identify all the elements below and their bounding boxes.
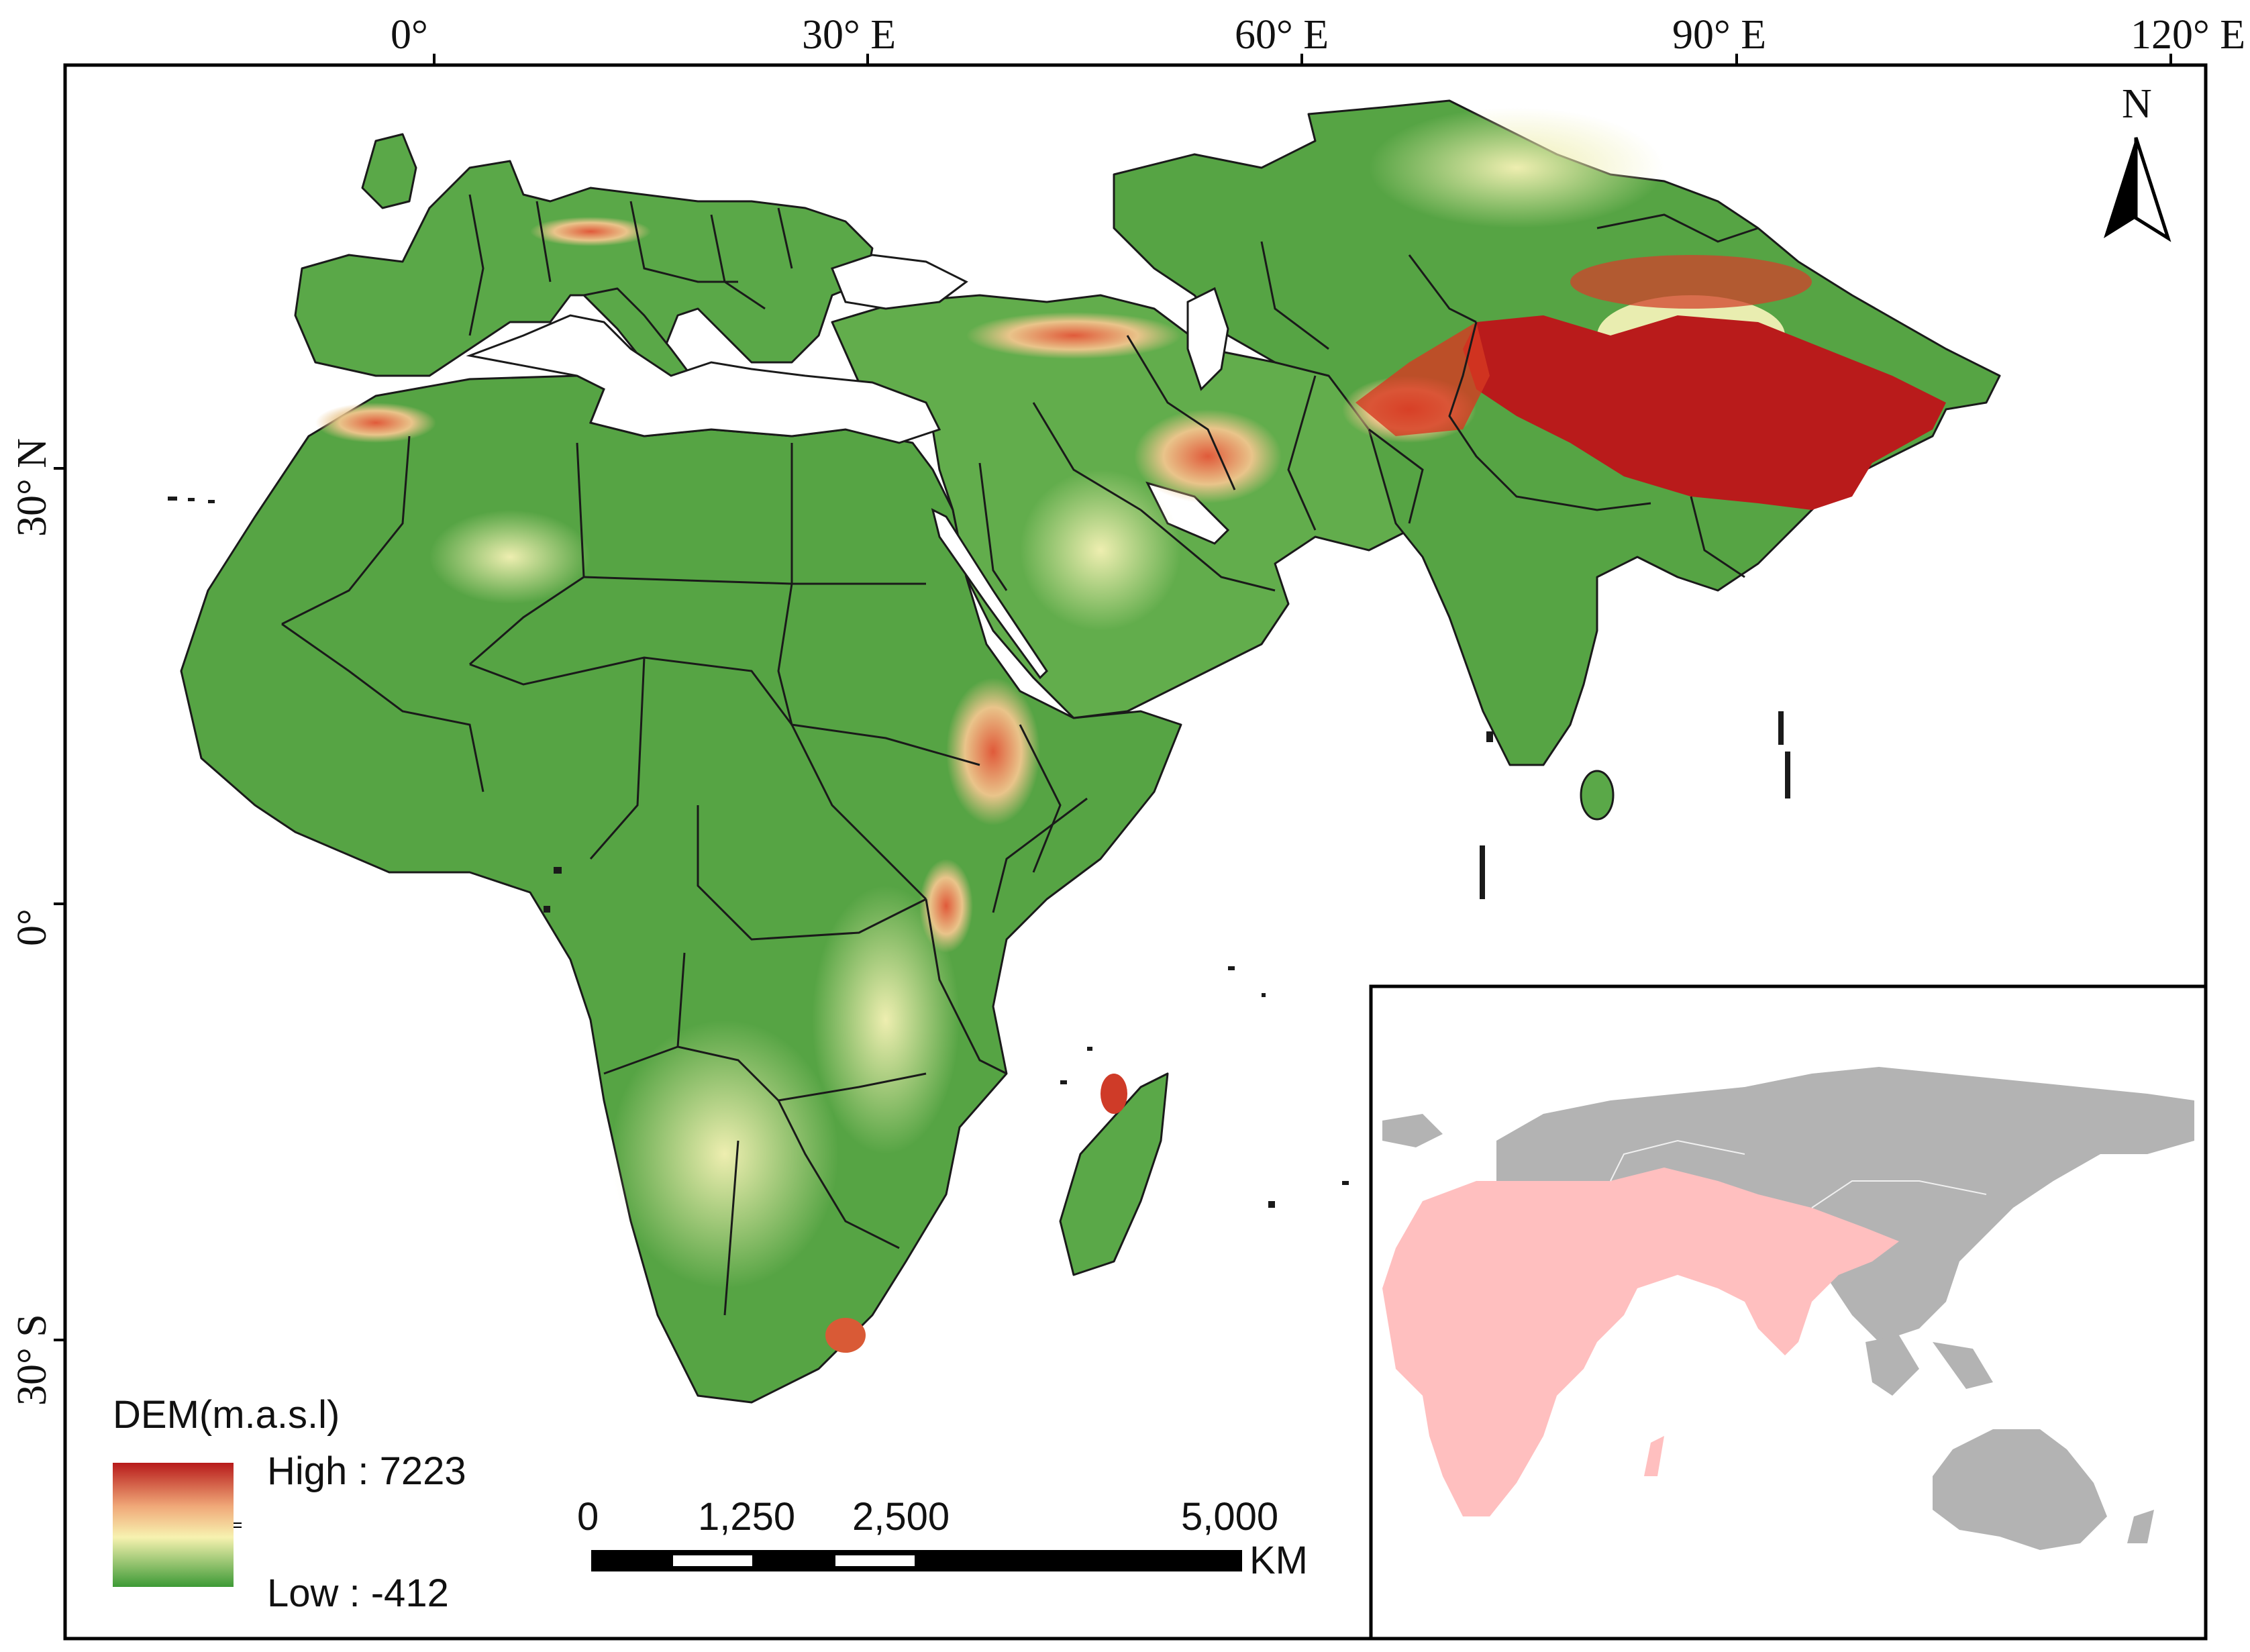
legend-title: DEM(m.a.s.l) [113, 1393, 340, 1437]
elevation-shading [315, 107, 1946, 1353]
lon-label-30e: 30° E [802, 12, 896, 58]
legend-high-label: High : 7223 [267, 1449, 466, 1493]
country-borders [281, 194, 1759, 1316]
lat-label-0: 0° [9, 909, 55, 946]
lon-label-120e: 120° E [2131, 12, 2245, 58]
map-frame [63, 63, 2208, 1641]
north-arrow: N [2104, 81, 2171, 242]
scale-tick-0: 0 [577, 1495, 599, 1539]
red-sea [931, 508, 1048, 680]
inset-australia [1933, 1429, 2107, 1550]
sri-lanka-landmass [1580, 770, 1615, 821]
lon-label-0: 0° [391, 12, 428, 58]
mediterranean-sea [466, 314, 941, 444]
elevation-legend: DEM(m.a.s.l) High : 7223 Low : -412 [113, 1393, 466, 1615]
black-sea [831, 254, 968, 310]
britain-landmass [361, 133, 417, 209]
longitude-labels: 0° 30° E 60° E 90° E 120° E [391, 12, 2245, 58]
scale-tick-5000: 5,000 [1181, 1495, 1278, 1539]
north-label: N [2122, 81, 2152, 127]
inset-map [1369, 984, 2208, 1641]
lat-label-30n: 30° N [9, 438, 55, 537]
scale-tick-1250: 1,250 [698, 1495, 795, 1539]
islands [168, 497, 1790, 1208]
lon-label-60e: 60° E [1235, 12, 1329, 58]
europe-landmass [294, 160, 874, 377]
tibetan-plateau [1463, 315, 1946, 510]
scale-unit: KM [1249, 1539, 1308, 1582]
scale-tick-2500: 2,500 [852, 1495, 950, 1539]
lat-label-30s: 30° S [9, 1314, 55, 1406]
legend-color-ramp [113, 1463, 234, 1587]
scale-bar: 0 1,250 2,500 5,000 KM [577, 1495, 1308, 1582]
latitude-labels: 30° N 0° 30° S [9, 438, 55, 1406]
madagascar-landmass [1059, 1072, 1169, 1276]
inset-study-region [1382, 1168, 1899, 1516]
north-arrow-icon [2104, 138, 2136, 238]
inset-eurasia [1496, 1067, 2194, 1342]
lon-label-90e: 90° E [1672, 12, 1766, 58]
caspian-sea [1186, 287, 1229, 391]
graticule-ticks [54, 54, 2172, 1341]
legend-low-label: Low : -412 [267, 1571, 449, 1615]
